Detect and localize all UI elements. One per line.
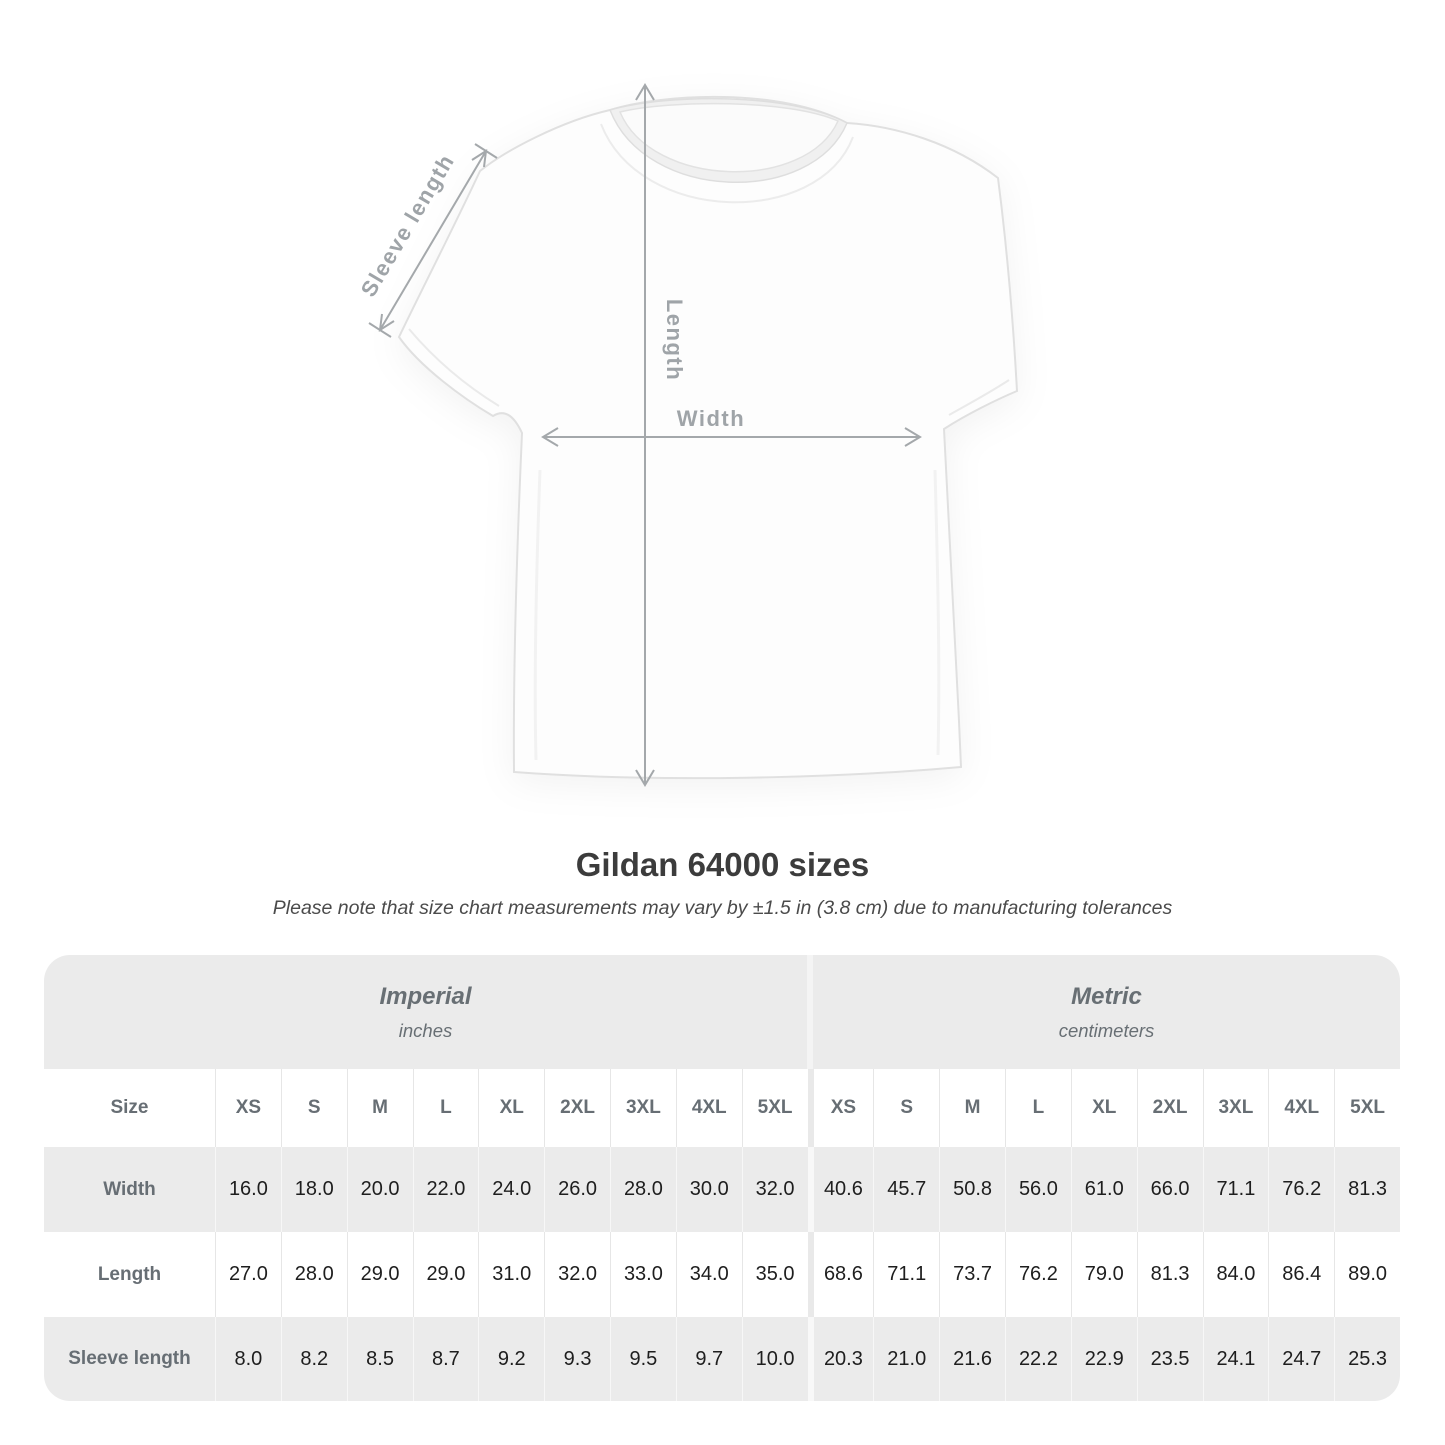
value-cell: 8.7 [412, 1317, 479, 1401]
value-cell: 76.2 [1005, 1232, 1071, 1317]
value-cell: 16.0 [215, 1147, 281, 1232]
value-cell: 61.0 [1070, 1147, 1137, 1232]
value-cell: 84.0 [1202, 1232, 1269, 1317]
size-col-header: 5XL [1334, 1069, 1400, 1147]
size-col-header: S [873, 1069, 939, 1147]
value-cell: 8.2 [280, 1317, 347, 1401]
size-col-header: L [1005, 1069, 1071, 1147]
imperial-title: Imperial [379, 982, 472, 1010]
value-cell: 50.8 [939, 1147, 1005, 1232]
size-col-header: 3XL [1202, 1069, 1269, 1147]
size-col-header: XS [215, 1069, 281, 1147]
value-cell: 22.9 [1070, 1317, 1137, 1401]
width-arrow [541, 427, 922, 447]
value-cell: 35.0 [741, 1232, 808, 1317]
width-row: Width 16.0 18.0 20.0 22.0 24.0 26.0 28.0… [44, 1147, 1400, 1232]
value-cell: 56.0 [1005, 1147, 1071, 1232]
value-cell: 8.5 [346, 1317, 413, 1401]
value-cell: 22.0 [412, 1147, 479, 1232]
size-col-header: 2XL [1136, 1069, 1203, 1147]
unit-header-row: Imperial inches Metric centimeters [44, 955, 1400, 1069]
value-cell: 10.0 [741, 1317, 808, 1401]
value-cell: 23.5 [1136, 1317, 1203, 1401]
size-col-header: 4XL [1268, 1069, 1334, 1147]
value-cell: 25.3 [1334, 1317, 1400, 1401]
size-chart-table: Imperial inches Metric centimeters Size … [44, 955, 1400, 1401]
value-cell: 79.0 [1070, 1232, 1137, 1317]
value-cell: 8.0 [215, 1317, 281, 1401]
value-cell: 71.1 [873, 1232, 939, 1317]
value-cell: 89.0 [1334, 1232, 1400, 1317]
value-cell: 9.2 [478, 1317, 544, 1401]
row-label: Sleeve length [68, 1348, 191, 1369]
value-cell: 24.7 [1268, 1317, 1334, 1401]
size-col-header: L [412, 1069, 479, 1147]
sleeve-length-row: Sleeve length 8.0 8.2 8.5 8.7 9.2 9.3 9.… [44, 1317, 1400, 1401]
size-header-row: Size XS S M L XL 2XL 3XL 4XL 5XL XS S M … [44, 1069, 1400, 1147]
size-col-header: XL [478, 1069, 544, 1147]
sleeve-length-arrow [368, 143, 498, 338]
value-cell: 66.0 [1136, 1147, 1203, 1232]
metric-unit: centimeters [1058, 1019, 1155, 1041]
size-col-header: 5XL [741, 1069, 808, 1147]
value-cell: 21.6 [939, 1317, 1005, 1401]
value-cell: 30.0 [675, 1147, 742, 1232]
value-cell: 20.0 [346, 1147, 413, 1232]
size-col-header: 3XL [610, 1069, 676, 1147]
imperial-header: Imperial inches [44, 955, 807, 1069]
size-col-header: XS [807, 1069, 874, 1147]
value-cell: 86.4 [1268, 1232, 1334, 1317]
value-cell: 28.0 [610, 1147, 676, 1232]
value-cell: 26.0 [544, 1147, 610, 1232]
size-col-header: S [280, 1069, 347, 1147]
value-cell: 32.0 [741, 1147, 808, 1232]
size-col-header: 2XL [544, 1069, 610, 1147]
value-cell: 18.0 [280, 1147, 347, 1232]
value-cell: 9.7 [675, 1317, 742, 1401]
length-row: Length 27.0 28.0 29.0 29.0 31.0 32.0 33.… [44, 1232, 1400, 1317]
length-label: Length [662, 299, 687, 381]
size-col-header: 4XL [675, 1069, 742, 1147]
length-arrow [635, 83, 655, 787]
width-label: Width [677, 406, 745, 431]
value-cell: 29.0 [412, 1232, 479, 1317]
value-cell: 71.1 [1202, 1147, 1269, 1232]
value-cell: 32.0 [544, 1232, 610, 1317]
value-cell: 45.7 [873, 1147, 939, 1232]
value-cell: 28.0 [280, 1232, 347, 1317]
size-col-header: XL [1070, 1069, 1137, 1147]
value-cell: 21.0 [873, 1317, 939, 1401]
value-cell: 22.2 [1005, 1317, 1071, 1401]
value-cell: 73.7 [939, 1232, 1005, 1317]
value-cell: 20.3 [807, 1317, 874, 1401]
value-cell: 29.0 [346, 1232, 413, 1317]
page-title: Gildan 64000 sizes [575, 846, 870, 883]
value-cell: 9.5 [610, 1317, 676, 1401]
tshirt-illustration: Sleeve length Length Width [356, 83, 1019, 787]
value-cell: 81.3 [1136, 1232, 1203, 1317]
value-cell: 81.3 [1334, 1147, 1400, 1232]
value-cell: 24.0 [478, 1147, 544, 1232]
row-label: Width [103, 1178, 156, 1200]
value-cell: 68.6 [807, 1232, 874, 1317]
metric-header: Metric centimeters [807, 955, 1400, 1069]
value-cell: 33.0 [610, 1232, 676, 1317]
value-cell: 31.0 [478, 1232, 544, 1317]
tolerance-note: Please note that size chart measurements… [272, 897, 1173, 919]
row-label: Length [97, 1263, 162, 1285]
imperial-unit: inches [398, 1019, 453, 1041]
value-cell: 9.3 [544, 1317, 610, 1401]
size-col-header: M [939, 1069, 1005, 1147]
value-cell: 76.2 [1268, 1147, 1334, 1232]
value-cell: 24.1 [1202, 1317, 1269, 1401]
value-cell: 34.0 [675, 1232, 742, 1317]
metric-title: Metric [1071, 982, 1142, 1010]
value-cell: 40.6 [807, 1147, 874, 1232]
size-row-label: Size [110, 1097, 149, 1118]
value-cell: 27.0 [215, 1232, 281, 1317]
size-col-header: M [346, 1069, 413, 1147]
tshirt-measurement-diagram: Sleeve length Length Width [356, 83, 1019, 787]
